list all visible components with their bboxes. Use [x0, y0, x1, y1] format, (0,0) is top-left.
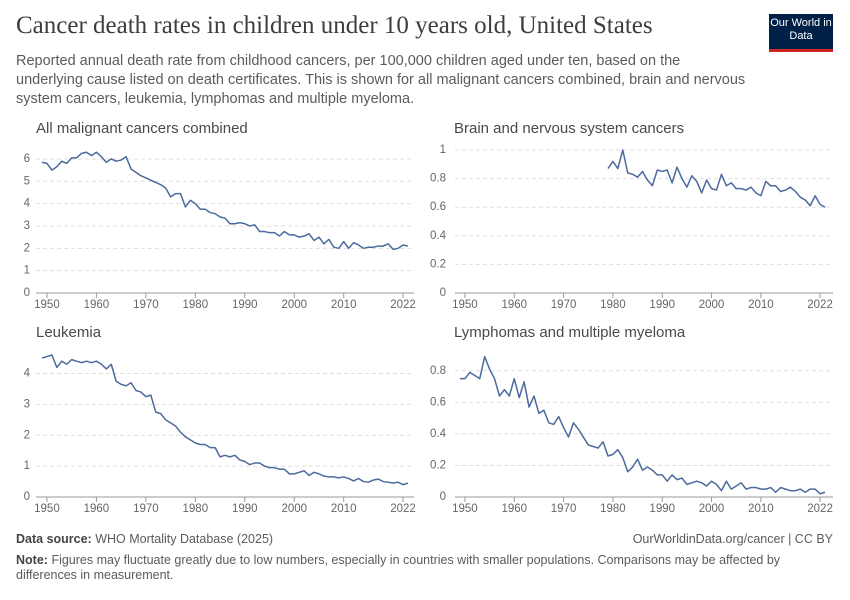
x-tick-label: 2000 [699, 503, 725, 515]
y-tick-label: 0 [24, 287, 30, 299]
y-tick-label: 0.8 [430, 173, 446, 185]
logo[interactable]: Our World in Data [769, 14, 833, 52]
note-label: Note: [16, 553, 48, 567]
panel-title: Leukemia [36, 324, 102, 341]
y-tick-label: 1 [440, 144, 446, 156]
source-text: WHO Mortality Database (2025) [95, 532, 274, 546]
x-tick-label: 1950 [34, 299, 60, 311]
x-tick-label: 1970 [133, 503, 159, 515]
x-tick-label: 1990 [649, 299, 675, 311]
y-tick-label: 0 [440, 491, 446, 503]
x-tick-label: 2010 [331, 503, 357, 515]
x-tick-label: 2022 [390, 503, 416, 515]
series-line [41, 354, 409, 486]
title: Cancer death rates in children under 10 … [16, 12, 653, 39]
x-tick-label: 1950 [452, 503, 478, 515]
x-tick-label: 1970 [551, 503, 577, 515]
y-tick-label: 4 [24, 198, 31, 210]
x-tick-label: 2000 [281, 299, 307, 311]
series-line [607, 149, 826, 208]
y-tick-label: 3 [24, 220, 30, 232]
source-label: Data source: [16, 532, 92, 546]
x-tick-label: 1960 [84, 503, 110, 515]
x-tick-label: 1990 [649, 503, 675, 515]
panel-title: Brain and nervous system cancers [454, 120, 684, 137]
x-tick-label: 1980 [600, 299, 626, 311]
subtitle: Reported annual death rate from childhoo… [16, 53, 746, 107]
y-tick-label: 2 [24, 242, 30, 254]
y-tick-label: 1 [24, 460, 30, 472]
url[interactable]: OurWorldinData.org/cancer | CC BY [632, 532, 833, 546]
x-tick-label: 2022 [807, 299, 833, 311]
y-tick-label: 0.6 [430, 396, 446, 408]
y-tick-label: 0.4 [430, 230, 447, 242]
y-tick-label: 0 [440, 287, 446, 299]
x-tick-label: 1990 [232, 299, 258, 311]
y-tick-label: 6 [24, 153, 30, 165]
panel-title: All malignant cancers combined [36, 120, 248, 137]
note-text: Figures may fluctuate greatly due to low… [16, 553, 781, 582]
x-tick-label: 2010 [331, 299, 357, 311]
y-tick-label: 5 [24, 175, 30, 187]
y-tick-label: 3 [24, 398, 30, 410]
note: Note: Figures may fluctuate greatly due … [16, 553, 816, 583]
panel-title: Lymphomas and multiple myeloma [454, 324, 686, 341]
y-tick-label: 0.2 [430, 258, 446, 270]
y-tick-label: 2 [24, 429, 30, 441]
x-tick-label: 1950 [452, 299, 478, 311]
x-tick-label: 2000 [699, 299, 725, 311]
charts: All malignant cancers combined 0 1 2 3 4 5 6 195… [24, 120, 833, 515]
x-tick-label: 1980 [183, 503, 209, 515]
y-tick-label: 0 [24, 491, 30, 503]
x-tick-label: 1960 [501, 299, 527, 311]
y-tick-label: 4 [24, 368, 31, 380]
x-tick-label: 2010 [748, 299, 774, 311]
y-tick-label: 0.6 [430, 201, 446, 213]
source: Data source: WHO Mortality Database (202… [16, 532, 273, 546]
x-tick-label: 1980 [600, 503, 626, 515]
x-tick-label: 1970 [133, 299, 159, 311]
y-tick-label: 1 [24, 265, 30, 277]
y-tick-label: 0.8 [430, 365, 446, 377]
y-tick-label: 0.4 [430, 428, 447, 440]
x-tick-label: 2010 [748, 503, 774, 515]
x-tick-label: 1980 [183, 299, 209, 311]
x-tick-label: 1990 [232, 503, 258, 515]
x-tick-label: 2022 [807, 503, 833, 515]
y-tick-label: 0.2 [430, 459, 446, 471]
x-tick-label: 1950 [34, 503, 60, 515]
x-tick-label: 1970 [551, 299, 577, 311]
series-line [460, 355, 826, 495]
x-tick-label: 1960 [501, 503, 527, 515]
x-tick-label: 2000 [281, 503, 307, 515]
series-line [41, 151, 409, 251]
x-tick-label: 2022 [390, 299, 416, 311]
x-tick-label: 1960 [84, 299, 110, 311]
